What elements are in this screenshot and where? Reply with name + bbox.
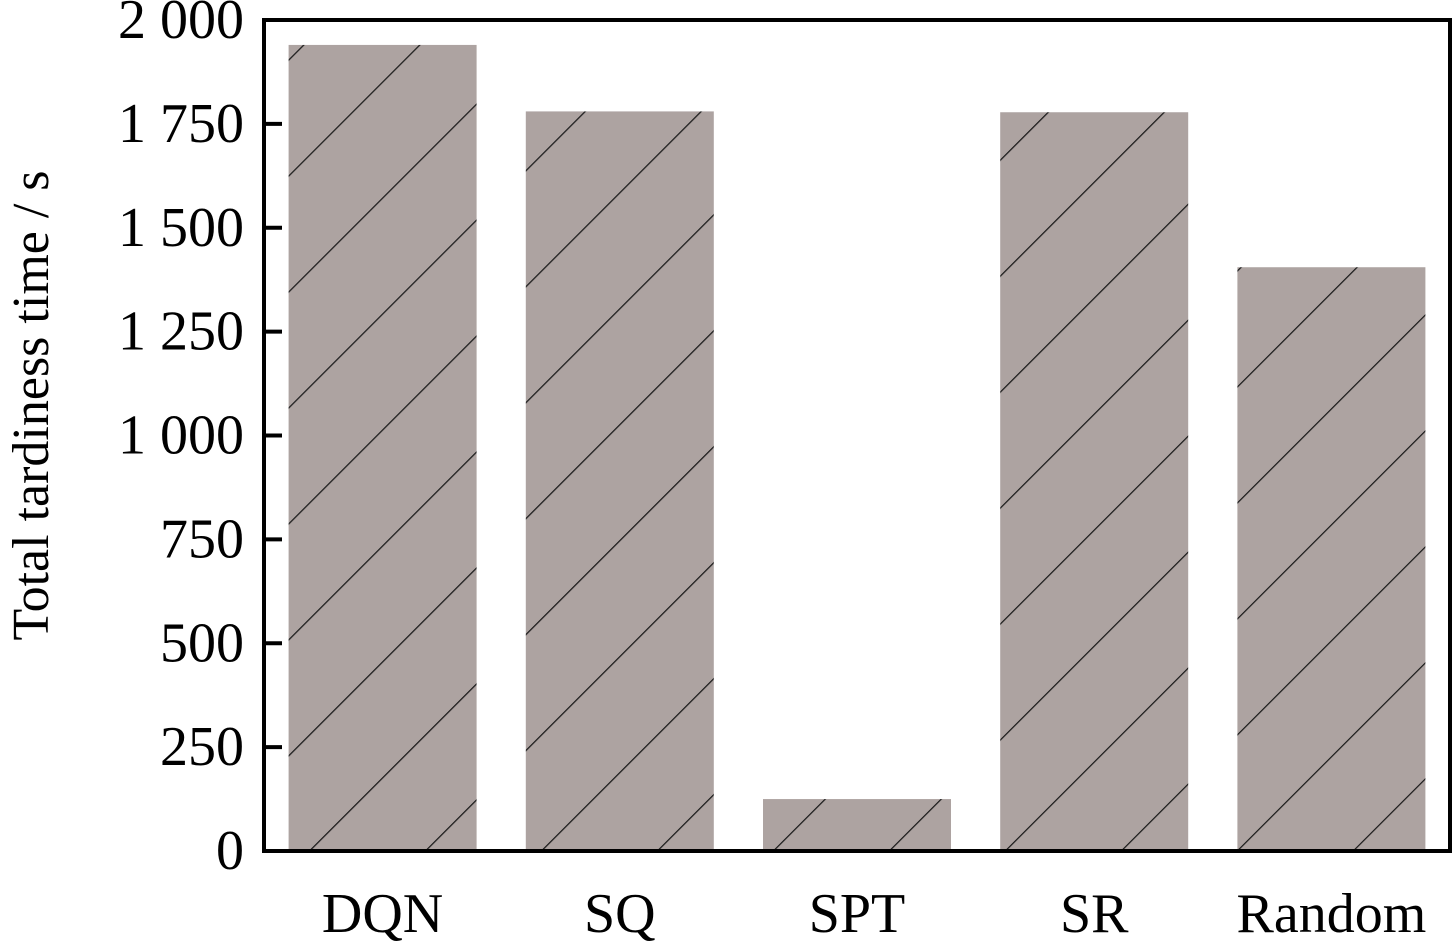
y-tick-label: 1 250 <box>118 301 244 363</box>
x-tick-label: SQ <box>584 883 656 945</box>
bar-sq <box>525 111 714 851</box>
bar-random <box>1237 267 1426 851</box>
y-tick-label: 1 750 <box>118 93 244 155</box>
y-ticks-group: 0 250 500 750 1 000 1 250 1 500 1 750 2 000 <box>118 0 282 882</box>
bar-dqn <box>288 44 477 852</box>
x-tick-label: SR <box>1060 883 1129 945</box>
y-tick-label: 250 <box>160 716 244 778</box>
x-labels-group: DQN SQ SPT SR Random <box>322 883 1426 945</box>
y-tick-label: 750 <box>160 508 244 570</box>
bars-group <box>288 44 1426 852</box>
bar-spt <box>763 799 951 851</box>
y-tick-label: 0 <box>216 820 244 882</box>
y-tick-label: 1 000 <box>118 405 244 467</box>
y-tick-label: 2 000 <box>118 0 244 51</box>
y-tick-label: 500 <box>160 612 244 674</box>
x-tick-label: SPT <box>809 883 906 945</box>
bar-sr <box>1000 112 1189 852</box>
x-tick-label: Random <box>1237 883 1427 945</box>
y-axis-title: Total tardiness time / s <box>3 170 60 640</box>
x-tick-label: DQN <box>322 883 443 945</box>
y-tick-label: 1 500 <box>118 197 244 259</box>
